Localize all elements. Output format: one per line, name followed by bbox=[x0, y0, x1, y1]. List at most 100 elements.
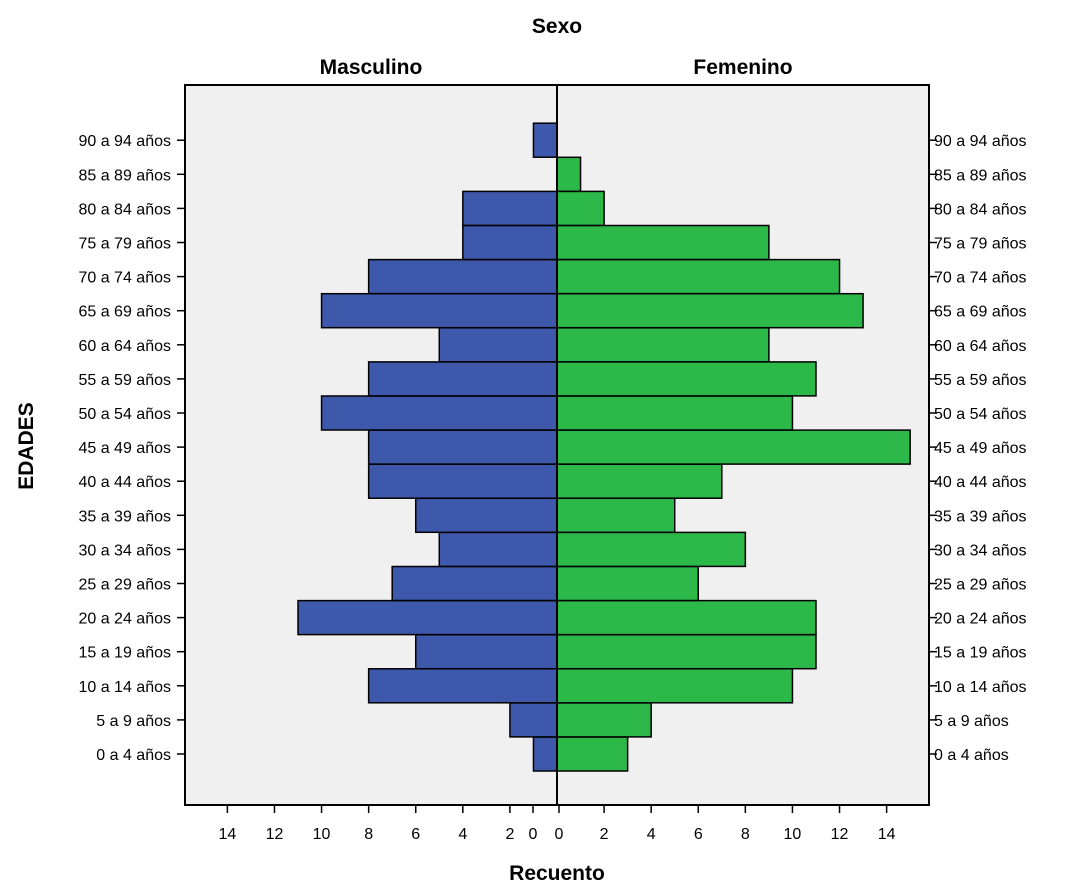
bar-femenino bbox=[556, 599, 817, 636]
x-tick-label-left: 0 bbox=[529, 826, 538, 843]
y-tick-label-right: 25 a 29 años bbox=[934, 577, 1027, 594]
x-tick-label-left: 10 bbox=[313, 826, 331, 843]
right-age-axis: 0 a 4 años 5 a 9 años 10 a 14 años 15 a 19 … bbox=[929, 133, 1027, 764]
bar-masculino bbox=[438, 327, 558, 363]
x-tick-label-left: 6 bbox=[411, 826, 420, 843]
bar-masculino bbox=[414, 633, 558, 670]
x-tick-label-right: 4 bbox=[647, 826, 656, 843]
plot-frame bbox=[184, 84, 930, 806]
bar-masculino bbox=[532, 122, 558, 158]
y-tick-label-right: 35 a 39 años bbox=[934, 508, 1027, 525]
bar-femenino bbox=[556, 395, 794, 431]
y-tick-label-left: 5 a 9 años bbox=[96, 713, 171, 730]
bar-femenino bbox=[556, 224, 770, 261]
chart-title: Sexo bbox=[532, 15, 582, 38]
bar-masculino bbox=[367, 668, 558, 704]
y-tick-label-left: 55 a 59 años bbox=[78, 372, 171, 389]
y-tick-label-left: 75 a 79 años bbox=[78, 236, 171, 253]
y-tick-label-left: 40 a 44 años bbox=[78, 474, 171, 491]
x-tick-label-left: 14 bbox=[218, 826, 236, 843]
y-tick-label-right: 60 a 64 años bbox=[934, 338, 1027, 355]
panel-title-femenino: Femenino bbox=[693, 56, 792, 79]
y-tick-label-left: 45 a 49 años bbox=[78, 440, 171, 457]
x-tick-label-right: 2 bbox=[600, 826, 609, 843]
bar-femenino bbox=[556, 429, 911, 465]
left-age-axis: 0 a 4 años 5 a 9 años 10 a 14 años 15 a 19 … bbox=[78, 133, 185, 764]
y-tick-label-left: 20 a 24 años bbox=[78, 611, 171, 628]
y-axis-label: EDADES bbox=[15, 402, 38, 490]
bar-femenino bbox=[556, 565, 700, 602]
y-tick-label-right: 85 a 89 años bbox=[934, 167, 1027, 184]
bar-femenino bbox=[556, 633, 817, 670]
bar-masculino bbox=[438, 531, 558, 568]
y-tick-label-left: 15 a 19 años bbox=[78, 645, 171, 662]
y-tick-label-right: 70 a 74 años bbox=[934, 270, 1027, 287]
x-tick-label-right: 12 bbox=[831, 826, 849, 843]
x-tick-label-right: 0 bbox=[555, 826, 564, 843]
y-tick-label-right: 0 a 4 años bbox=[934, 747, 1009, 764]
y-tick-label-left: 35 a 39 años bbox=[78, 508, 171, 525]
y-tick-label-left: 10 a 14 años bbox=[78, 679, 171, 696]
bar-masculino bbox=[462, 190, 558, 227]
bar-masculino bbox=[320, 292, 558, 329]
y-tick-label-right: 30 a 34 años bbox=[934, 542, 1027, 559]
x-tick-label-right: 10 bbox=[784, 826, 802, 843]
y-tick-label-left: 80 a 84 años bbox=[78, 201, 171, 218]
y-tick-label-right: 90 a 94 años bbox=[934, 133, 1027, 150]
bar-femenino bbox=[556, 702, 652, 738]
y-tick-label-right: 75 a 79 años bbox=[934, 236, 1027, 253]
bar-femenino bbox=[556, 327, 770, 363]
bar-femenino bbox=[556, 463, 723, 499]
y-tick-label-left: 90 a 94 años bbox=[78, 133, 171, 150]
bar-femenino bbox=[556, 258, 841, 295]
bar-femenino bbox=[556, 156, 582, 193]
bar-femenino bbox=[556, 292, 864, 329]
y-tick-label-right: 45 a 49 años bbox=[934, 440, 1027, 457]
bars-group bbox=[297, 122, 911, 772]
y-tick-label-left: 85 a 89 años bbox=[78, 167, 171, 184]
x-tick-label-right: 8 bbox=[741, 826, 750, 843]
y-tick-label-left: 65 a 69 años bbox=[78, 304, 171, 321]
y-tick-label-left: 50 a 54 años bbox=[78, 406, 171, 423]
y-tick-label-right: 5 a 9 años bbox=[934, 713, 1009, 730]
bar-masculino bbox=[414, 497, 558, 534]
bar-masculino bbox=[320, 395, 558, 431]
y-tick-label-right: 10 a 14 años bbox=[934, 679, 1027, 696]
y-tick-label-left: 25 a 29 años bbox=[78, 577, 171, 594]
y-tick-label-left: 70 a 74 años bbox=[78, 270, 171, 287]
x-tick-label-left: 2 bbox=[505, 826, 514, 843]
y-tick-label-right: 50 a 54 años bbox=[934, 406, 1027, 423]
x-tick-label-right: 6 bbox=[694, 826, 703, 843]
y-tick-label-right: 65 a 69 años bbox=[934, 304, 1027, 321]
bar-femenino bbox=[556, 668, 794, 704]
bar-masculino bbox=[509, 702, 558, 738]
y-tick-label-right: 15 a 19 años bbox=[934, 645, 1027, 662]
x-tick-label-right: 14 bbox=[878, 826, 896, 843]
y-tick-label-right: 20 a 24 años bbox=[934, 611, 1027, 628]
bar-masculino bbox=[297, 599, 558, 636]
bar-femenino bbox=[556, 736, 629, 772]
bar-masculino bbox=[391, 565, 558, 602]
y-tick-label-left: 60 a 64 años bbox=[78, 338, 171, 355]
bar-masculino bbox=[532, 736, 558, 772]
bar-femenino bbox=[556, 531, 747, 568]
x-tick-label-left: 4 bbox=[458, 826, 467, 843]
bar-femenino bbox=[556, 190, 605, 227]
bar-femenino bbox=[556, 361, 817, 397]
y-tick-label-right: 55 a 59 años bbox=[934, 372, 1027, 389]
bar-masculino bbox=[367, 463, 558, 499]
bar-femenino bbox=[556, 497, 676, 534]
y-tick-label-left: 0 a 4 años bbox=[96, 747, 171, 764]
x-tick-label-left: 12 bbox=[266, 826, 284, 843]
x-tick-label-left: 8 bbox=[364, 826, 373, 843]
bar-masculino bbox=[367, 361, 558, 397]
bar-masculino bbox=[367, 429, 558, 465]
y-tick-label-right: 40 a 44 años bbox=[934, 474, 1027, 491]
bar-masculino bbox=[367, 258, 558, 295]
bar-masculino bbox=[462, 224, 558, 261]
y-tick-label-right: 80 a 84 años bbox=[934, 201, 1027, 218]
x-axis-label: Recuento bbox=[509, 862, 605, 885]
y-tick-label-left: 30 a 34 años bbox=[78, 542, 171, 559]
